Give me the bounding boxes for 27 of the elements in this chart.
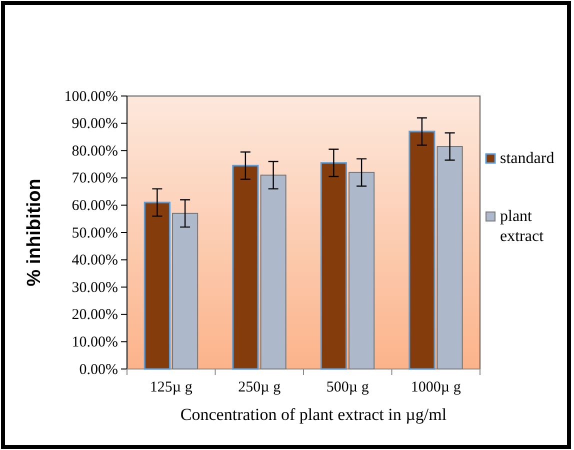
y-tick-label: 10.00% [72, 334, 118, 350]
y-tick-label: 70.00% [72, 170, 118, 187]
y-tick-label: 80.00% [72, 143, 118, 160]
bar [172, 212, 198, 370]
bar [232, 164, 259, 370]
x-tick-label: 500µ g [326, 380, 370, 396]
y-tick-label: 90.00% [72, 116, 118, 132]
y-tick-label: 20.00% [72, 307, 118, 324]
legend-label: standard [500, 150, 554, 167]
y-tick-label: 50.00% [72, 225, 118, 242]
bar [436, 146, 463, 370]
bar [320, 162, 347, 370]
bar [348, 172, 375, 370]
legend-label: plant extract [500, 208, 544, 245]
y-tick-label: 60.00% [72, 198, 118, 214]
y-tick-label: 40.00% [72, 252, 118, 269]
y-tick-label: 30.00% [72, 280, 118, 296]
x-tick-label: 250µ g [238, 380, 282, 396]
x-tick-label: 125µ g [150, 380, 193, 396]
y-tick-label: 100.00% [64, 88, 118, 105]
bar [144, 202, 170, 370]
x-axis-title: Concentration of plant extract in µg/ml [180, 405, 447, 424]
y-tick-label: 0.00% [79, 362, 118, 378]
bar [260, 174, 286, 370]
bar [408, 130, 436, 370]
x-tick-label: 1000µ g [410, 380, 462, 396]
y-axis-title: % inhibition [24, 178, 45, 286]
